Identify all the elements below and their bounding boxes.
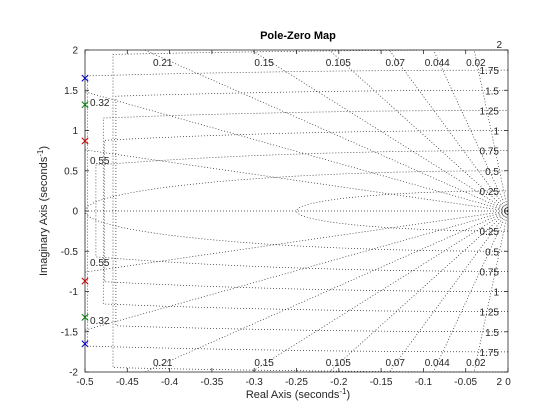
y-tick-label: 2 <box>72 46 78 57</box>
pole-marker-4 <box>81 313 89 321</box>
damping-ray-0.32-upper <box>84 91 509 212</box>
damping-ray-0.07-upper <box>388 49 509 212</box>
frequency-arc-1 <box>103 130 508 292</box>
y-axis-label-text: Imaginary Axis (seconds <box>38 156 50 276</box>
y-axis-label: Imaginary Axis (seconds-1) <box>36 146 50 276</box>
x-axis-label-text: Real Axis (seconds <box>246 389 340 401</box>
frequency-label-1.25-lower: 1.25 <box>480 308 500 319</box>
frequency-label-1.5-upper: 1.5 <box>485 86 499 97</box>
damping-label-0.55-upper: 0.55 <box>90 156 110 167</box>
pole-marker-stroke <box>81 101 89 109</box>
frequency-label-0.5-lower: 0.5 <box>485 247 499 258</box>
damping-label-0.02-lower: 0.02 <box>466 358 486 369</box>
frequency-label-2-lower: 2 <box>496 377 502 388</box>
damping-label-0.07-lower: 0.07 <box>385 358 405 369</box>
damping-label-0.02-upper: 0.02 <box>466 58 486 69</box>
x-tick-label: 0 <box>505 377 511 388</box>
mark-layer <box>81 74 89 348</box>
frequency-arc-2 <box>112 49 509 373</box>
damping-ray-0.55-lower <box>84 210 509 273</box>
y-tick-label: -1 <box>69 287 78 298</box>
y-tick-label: -0.5 <box>61 247 79 258</box>
damping-ray-0.15-lower <box>251 210 509 373</box>
damping-ray-0.044-lower <box>433 210 509 373</box>
damping-label-0.55-lower: 0.55 <box>90 258 110 269</box>
x-tick-label: -0.2 <box>330 377 348 388</box>
damping-ray-0.02-lower <box>473 210 509 373</box>
damping-label-0.105-upper: 0.105 <box>326 58 351 69</box>
damping-ray-0.02-upper <box>473 49 509 212</box>
pole-marker-6 <box>81 277 89 285</box>
damping-label-0.21-upper: 0.21 <box>153 58 173 69</box>
x-tick-label: -0.5 <box>76 377 94 388</box>
damping-label-0.15-upper: 0.15 <box>254 58 274 69</box>
damping-ray-0.044-upper <box>433 49 509 212</box>
grid-label-layer: 0.02 0.02 0.044 0.044 0.07 0.07 0.105 0.105 0.15… <box>90 40 502 388</box>
y-tick-label: 0 <box>72 207 78 218</box>
frequency-label-1.5-lower: 1.5 <box>485 328 499 339</box>
pole-marker-stroke <box>81 137 89 145</box>
damping-ray-0.105-lower <box>329 210 509 373</box>
damping-label-0.15-lower: 0.15 <box>254 358 274 369</box>
damping-ray-0.07-lower <box>388 210 509 373</box>
frequency-label-0.25-lower: 0.25 <box>480 227 500 238</box>
chart-title: Pole-Zero Map <box>260 30 336 42</box>
pole-marker-stroke <box>81 277 89 285</box>
pole-marker-stroke <box>81 74 89 82</box>
frequency-label-1-upper: 1 <box>493 127 499 138</box>
frequency-label-2-upper: 2 <box>496 40 502 51</box>
y-tick-label: 1.5 <box>64 86 78 97</box>
frequency-label-1-lower: 1 <box>493 288 499 299</box>
x-tick-label: -0.1 <box>415 377 433 388</box>
damping-label-0.07-upper: 0.07 <box>385 58 405 69</box>
damping-ray-0.55-upper <box>84 149 509 212</box>
x-tick-label: -0.35 <box>201 377 224 388</box>
damping-ray-0.32-lower <box>84 210 509 331</box>
x-axis-label-close: ) <box>347 389 351 401</box>
y-axis-label-exponent: -1 <box>36 149 45 157</box>
pole-marker-stroke <box>81 340 89 348</box>
damping-label-0.32-upper: 0.32 <box>90 98 110 109</box>
y-tick-label: -2 <box>69 368 78 379</box>
frequency-label-1.75-upper: 1.75 <box>480 66 500 77</box>
frequency-label-1.75-lower: 1.75 <box>480 348 500 359</box>
pole-marker-3 <box>81 101 89 109</box>
damping-label-0.32-lower: 0.32 <box>90 316 110 327</box>
y-axis-label-close: ) <box>38 146 50 150</box>
damping-label-0.044-lower: 0.044 <box>425 358 450 369</box>
damping-ray-0.105-upper <box>329 49 509 212</box>
frequency-arc-1.5 <box>115 89 509 333</box>
damping-label-0.21-lower: 0.21 <box>153 358 173 369</box>
frequency-label-1.25-upper: 1.25 <box>480 106 500 117</box>
y-tick-label: 0.5 <box>64 166 78 177</box>
frequency-label-0.25-upper: 0.25 <box>480 187 500 198</box>
x-tick-label: -0.05 <box>454 377 477 388</box>
x-axis-label-exponent: -1 <box>339 387 347 396</box>
y-tick-label: 1 <box>72 126 78 137</box>
damping-label-0.105-lower: 0.105 <box>326 358 351 369</box>
pole-marker-stroke <box>81 313 89 321</box>
x-axis-label: Real Axis (seconds-1) <box>246 387 350 401</box>
pole-marker-5 <box>81 137 89 145</box>
x-tick-label: -0.15 <box>370 377 393 388</box>
x-tick-label: -0.4 <box>161 377 179 388</box>
frequency-label-0.5-upper: 0.5 <box>485 167 499 178</box>
damping-ray-0.21-upper <box>144 49 509 212</box>
frequency-arc-0.25 <box>296 190 508 232</box>
pole-marker-1 <box>81 74 89 82</box>
damping-ray-0.15-upper <box>251 49 509 212</box>
tick-layer: -0.5 -0.45 -0.4 -0.35 -0.3 -0.25 -0.2 -0.15 -0.1… <box>61 46 511 389</box>
x-tick-label: -0.3 <box>246 377 264 388</box>
x-tick-label: -0.25 <box>285 377 308 388</box>
y-tick-label: -1.5 <box>61 327 79 338</box>
damping-label-0.044-upper: 0.044 <box>425 58 450 69</box>
frequency-label-0.75-upper: 0.75 <box>480 147 500 158</box>
frequency-arc-0.75 <box>95 150 508 272</box>
pole-marker-2 <box>81 340 89 348</box>
x-tick-label: -0.45 <box>116 377 139 388</box>
frequency-label-0.75-lower: 0.75 <box>480 267 500 278</box>
damping-ray-0.21-lower <box>144 210 509 373</box>
